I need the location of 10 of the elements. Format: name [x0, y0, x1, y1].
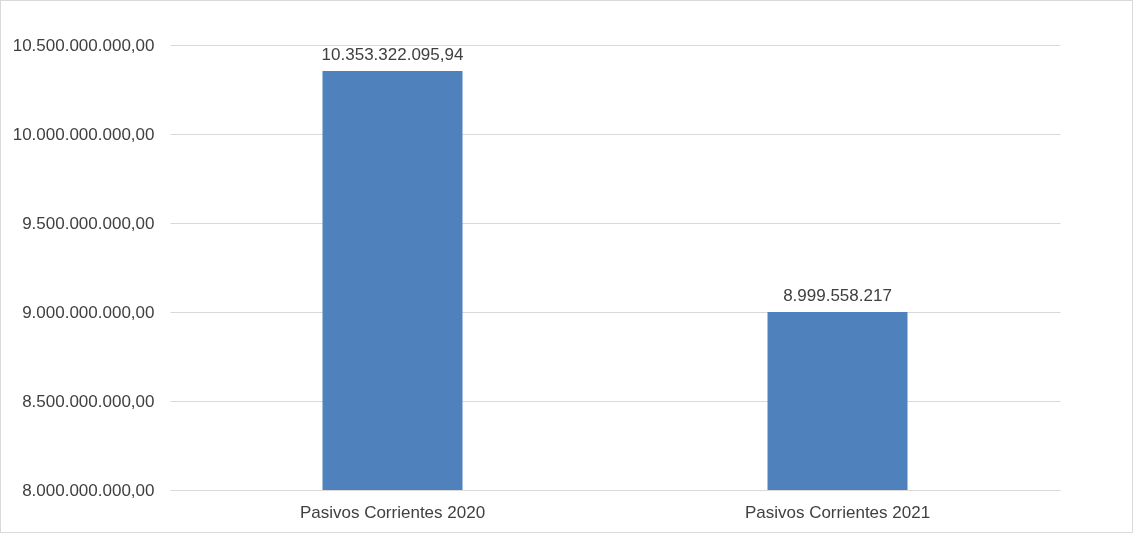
x-tick-label: Pasivos Corrientes 2020 — [299, 502, 486, 522]
y-tick-label: 8.000.000.000,00 — [22, 480, 155, 500]
y-tick-label: 8.500.000.000,00 — [22, 391, 155, 411]
data-label: 8.999.558.217 — [783, 286, 892, 306]
y-tick-label: 10.000.000.000,00 — [12, 124, 155, 144]
data-label: 10.353.322.095,94 — [321, 45, 464, 65]
y-tick-label: 10.500.000.000,00 — [12, 35, 155, 55]
x-tick-label: Pasivos Corrientes 2021 — [744, 502, 931, 522]
y-tick-label: 9.500.000.000,00 — [22, 213, 155, 233]
y-tick-label: 9.000.000.000,00 — [22, 302, 155, 322]
